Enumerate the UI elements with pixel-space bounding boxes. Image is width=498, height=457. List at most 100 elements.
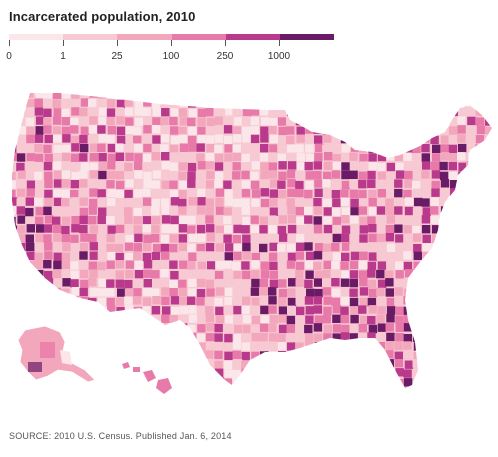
county-cell	[278, 198, 287, 207]
county-cell	[124, 296, 133, 305]
county-cell	[377, 306, 386, 315]
county-cell	[35, 386, 44, 388]
county-cell	[70, 387, 79, 388]
county-cell	[16, 107, 26, 116]
county-cell	[79, 251, 88, 260]
county-cell	[268, 296, 277, 305]
county-cell	[161, 314, 170, 324]
county-cell	[313, 261, 322, 271]
county-cell	[223, 360, 233, 370]
county-cell	[296, 396, 304, 404]
county-cell	[413, 126, 422, 136]
county-cell	[394, 206, 403, 215]
county-cell	[178, 360, 187, 370]
county-cell	[124, 107, 134, 116]
county-cell	[485, 251, 492, 260]
county-cell	[322, 188, 332, 197]
county-cell	[133, 387, 142, 388]
county-cell	[34, 144, 43, 153]
county-cell	[143, 179, 152, 188]
county-cell	[403, 251, 412, 260]
county-cell	[304, 161, 313, 171]
county-cell	[142, 93, 151, 98]
county-cell	[79, 189, 88, 198]
county-cell	[385, 233, 395, 242]
county-cell	[80, 233, 89, 242]
county-cell	[484, 224, 492, 233]
county-cell	[295, 171, 304, 181]
county-cell	[35, 269, 44, 279]
county-cell	[414, 197, 423, 207]
county-cell	[187, 359, 197, 368]
county-cell	[151, 396, 159, 404]
county-cell	[106, 243, 115, 253]
county-cell	[142, 297, 152, 306]
county-cell	[43, 306, 53, 315]
county-cell	[421, 98, 430, 107]
county-cell	[116, 369, 126, 379]
county-cell	[223, 125, 233, 134]
county-cell	[161, 108, 170, 117]
county-cell	[476, 377, 485, 387]
county-cell	[35, 188, 44, 197]
county-cell	[12, 189, 16, 199]
county-cell	[313, 170, 322, 180]
county-cell	[53, 189, 62, 198]
county-cell	[187, 206, 197, 216]
county-cell	[268, 341, 278, 351]
county-cell	[12, 233, 18, 243]
county-cell	[35, 278, 45, 287]
county-cell	[26, 180, 36, 189]
county-cell	[331, 180, 340, 190]
county-cell	[494, 278, 498, 286]
county-cell	[358, 180, 367, 189]
county-cell	[440, 206, 450, 215]
county-cell	[197, 324, 206, 333]
county-cell	[242, 251, 251, 260]
county-cell	[134, 117, 144, 127]
county-cell	[385, 270, 394, 279]
county-cell	[448, 197, 458, 207]
county-cell	[26, 305, 36, 314]
county-cell	[251, 225, 260, 234]
county-cell	[12, 161, 18, 170]
county-cell	[151, 125, 161, 134]
county-cell	[440, 323, 449, 332]
county-cell	[125, 117, 134, 126]
county-cell	[385, 143, 394, 152]
county-cell	[25, 216, 34, 225]
county-cell	[243, 379, 252, 388]
county-cell	[295, 144, 304, 153]
county-cell	[404, 179, 413, 188]
county-cell	[277, 153, 286, 162]
county-cell	[422, 261, 431, 271]
county-cell	[475, 189, 484, 198]
county-cell	[287, 144, 296, 153]
county-cell	[458, 224, 467, 233]
county-cell	[314, 387, 323, 388]
county-cell	[287, 215, 297, 224]
county-cell	[80, 324, 90, 333]
county-cell	[242, 315, 252, 324]
county-cell	[341, 207, 351, 216]
county-cell	[394, 224, 403, 233]
county-cell	[268, 215, 277, 224]
county-cell	[62, 296, 71, 305]
county-cell	[215, 261, 224, 270]
county-cell	[25, 93, 34, 98]
county-cell	[458, 332, 467, 342]
county-cell	[106, 108, 116, 117]
county-cell	[241, 188, 251, 198]
county-cell	[457, 189, 466, 199]
legend-label-1: 1	[60, 51, 66, 62]
county-cell	[133, 189, 143, 198]
county-cell	[26, 126, 35, 136]
county-cell	[450, 188, 459, 197]
county-cell	[205, 189, 214, 199]
county-cell	[187, 296, 196, 305]
county-cell	[278, 261, 287, 270]
county-cell	[151, 180, 160, 189]
county-cell	[395, 198, 404, 207]
county-cell	[349, 179, 358, 188]
county-cell	[287, 107, 296, 117]
